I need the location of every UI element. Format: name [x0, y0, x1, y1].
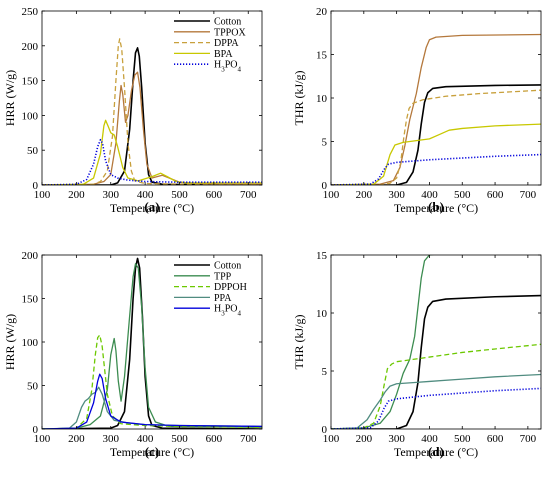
legend-label: H3PO4: [214, 304, 242, 318]
y-tick-label: 0: [33, 424, 39, 436]
y-tick-label: 150: [22, 294, 39, 306]
y-tick-label: 250: [22, 6, 39, 18]
y-tick-label: 50: [27, 381, 39, 393]
x-tick-label: 500: [454, 189, 471, 201]
panel-d: 100 200 300 400 500 600 700 0 5 10 15 Temperature (…: [292, 250, 542, 459]
panel-label: (d): [428, 444, 444, 459]
x-axis-label: Temperature (°C): [394, 201, 478, 215]
y-tick-label: 5: [322, 366, 328, 378]
series-line-bpa: [331, 123, 541, 185]
y-tick-label: 15: [316, 250, 328, 262]
x-tick-label: 500: [171, 189, 188, 201]
panel-a: 100 200 300 400 500 600 700 0 50 100 150 200 250 Temp…: [3, 6, 263, 215]
y-tick-label: 200: [22, 41, 39, 53]
series-line-bpa: [42, 119, 262, 185]
y-tick-label: 5: [322, 137, 328, 149]
x-tick-label: 700: [240, 433, 257, 445]
series-line-cotton: [331, 294, 541, 429]
series-line-h-po-: [331, 153, 541, 185]
x-tick-label: 400: [421, 433, 438, 445]
series-line-dppa: [42, 38, 262, 185]
x-tick-label: 400: [137, 433, 154, 445]
panel-c: 100 200 300 400 500 600 700 0 50 100 150 200 Tempera…: [3, 250, 263, 459]
series-line-h-po-: [42, 138, 262, 185]
x-tick-label: 600: [206, 433, 223, 445]
plot-frame: [41, 10, 263, 186]
y-axis-label: THR (kJ/g): [292, 71, 306, 126]
x-tick-label: 400: [421, 189, 438, 201]
x-axis-label: Temperature (°C): [394, 445, 478, 459]
series-line-dppa: [331, 89, 541, 185]
y-tick-label: 10: [316, 308, 328, 320]
legend-label: Cotton: [214, 17, 241, 28]
panel-label: (a): [144, 199, 159, 214]
y-tick-label: 0: [322, 180, 328, 192]
legend-label: DPPOH: [214, 282, 247, 293]
y-tick-label: 100: [22, 337, 39, 349]
y-tick-label: 200: [22, 250, 39, 262]
y-tick-label: 0: [33, 180, 39, 192]
x-axis-label: Temperature (°C): [110, 445, 194, 459]
x-tick-label: 100: [323, 189, 340, 201]
series-line-tpp: [331, 255, 435, 429]
x-tick-label: 200: [68, 189, 85, 201]
x-tick-label: 200: [68, 433, 85, 445]
x-axis-label: Temperature (°C): [110, 201, 194, 215]
legend-label: PPA: [214, 293, 232, 304]
legend-label: BPA: [214, 49, 233, 60]
y-axis-label: HRR (W/g): [3, 314, 17, 370]
panel-label: (b): [428, 199, 444, 214]
x-tick-label: 200: [356, 433, 373, 445]
y-tick-label: 50: [27, 145, 39, 157]
x-tick-label: 600: [487, 433, 504, 445]
x-tick-label: 700: [240, 189, 257, 201]
y-axis-label: HRR (W/g): [3, 70, 17, 126]
y-tick-label: 10: [316, 93, 328, 105]
x-tick-label: 300: [388, 433, 405, 445]
series-line-ppa: [331, 373, 541, 429]
x-tick-label: 300: [103, 433, 120, 445]
panel-b: 100 200 300 400 500 600 700 0 5 10 15 20 Temperature…: [292, 6, 542, 215]
legend-label: TPPOX: [214, 27, 246, 38]
x-tick-label: 600: [206, 189, 223, 201]
x-tick-label: 100: [34, 433, 51, 445]
x-tick-label: 500: [454, 433, 471, 445]
series-line-ppa: [42, 386, 262, 429]
series-line-tpp: [42, 263, 262, 429]
x-tick-label: 400: [137, 189, 154, 201]
x-tick-label: 500: [171, 433, 188, 445]
legend-label: Cotton: [214, 261, 241, 272]
x-tick-label: 200: [356, 189, 373, 201]
series-line-tppox: [331, 33, 541, 185]
y-tick-label: 15: [316, 50, 328, 62]
series-line-cotton: [331, 84, 541, 185]
series-line-h-po-: [42, 373, 262, 429]
panel-label: (c): [145, 444, 159, 459]
x-tick-label: 700: [520, 189, 537, 201]
series-line-tppox: [42, 71, 262, 185]
legend-label: TPP: [214, 271, 232, 282]
x-tick-label: 600: [487, 189, 504, 201]
x-tick-label: 300: [103, 189, 120, 201]
series-line-dppoh: [42, 334, 262, 429]
x-tick-label: 100: [323, 433, 340, 445]
x-tick-label: 700: [520, 433, 537, 445]
legend-label: H3PO4: [214, 60, 242, 74]
y-axis-label: THR (kJ/g): [292, 315, 306, 370]
series-line-cotton: [42, 47, 262, 185]
y-tick-label: 0: [322, 424, 328, 436]
series-line-dppoh: [331, 343, 541, 429]
x-tick-label: 300: [388, 189, 405, 201]
y-tick-label: 100: [22, 110, 39, 122]
plot-frame: [330, 254, 542, 430]
y-tick-label: 20: [316, 6, 328, 18]
y-tick-label: 150: [22, 76, 39, 88]
x-tick-label: 100: [34, 189, 51, 201]
legend-label: DPPA: [214, 38, 239, 49]
